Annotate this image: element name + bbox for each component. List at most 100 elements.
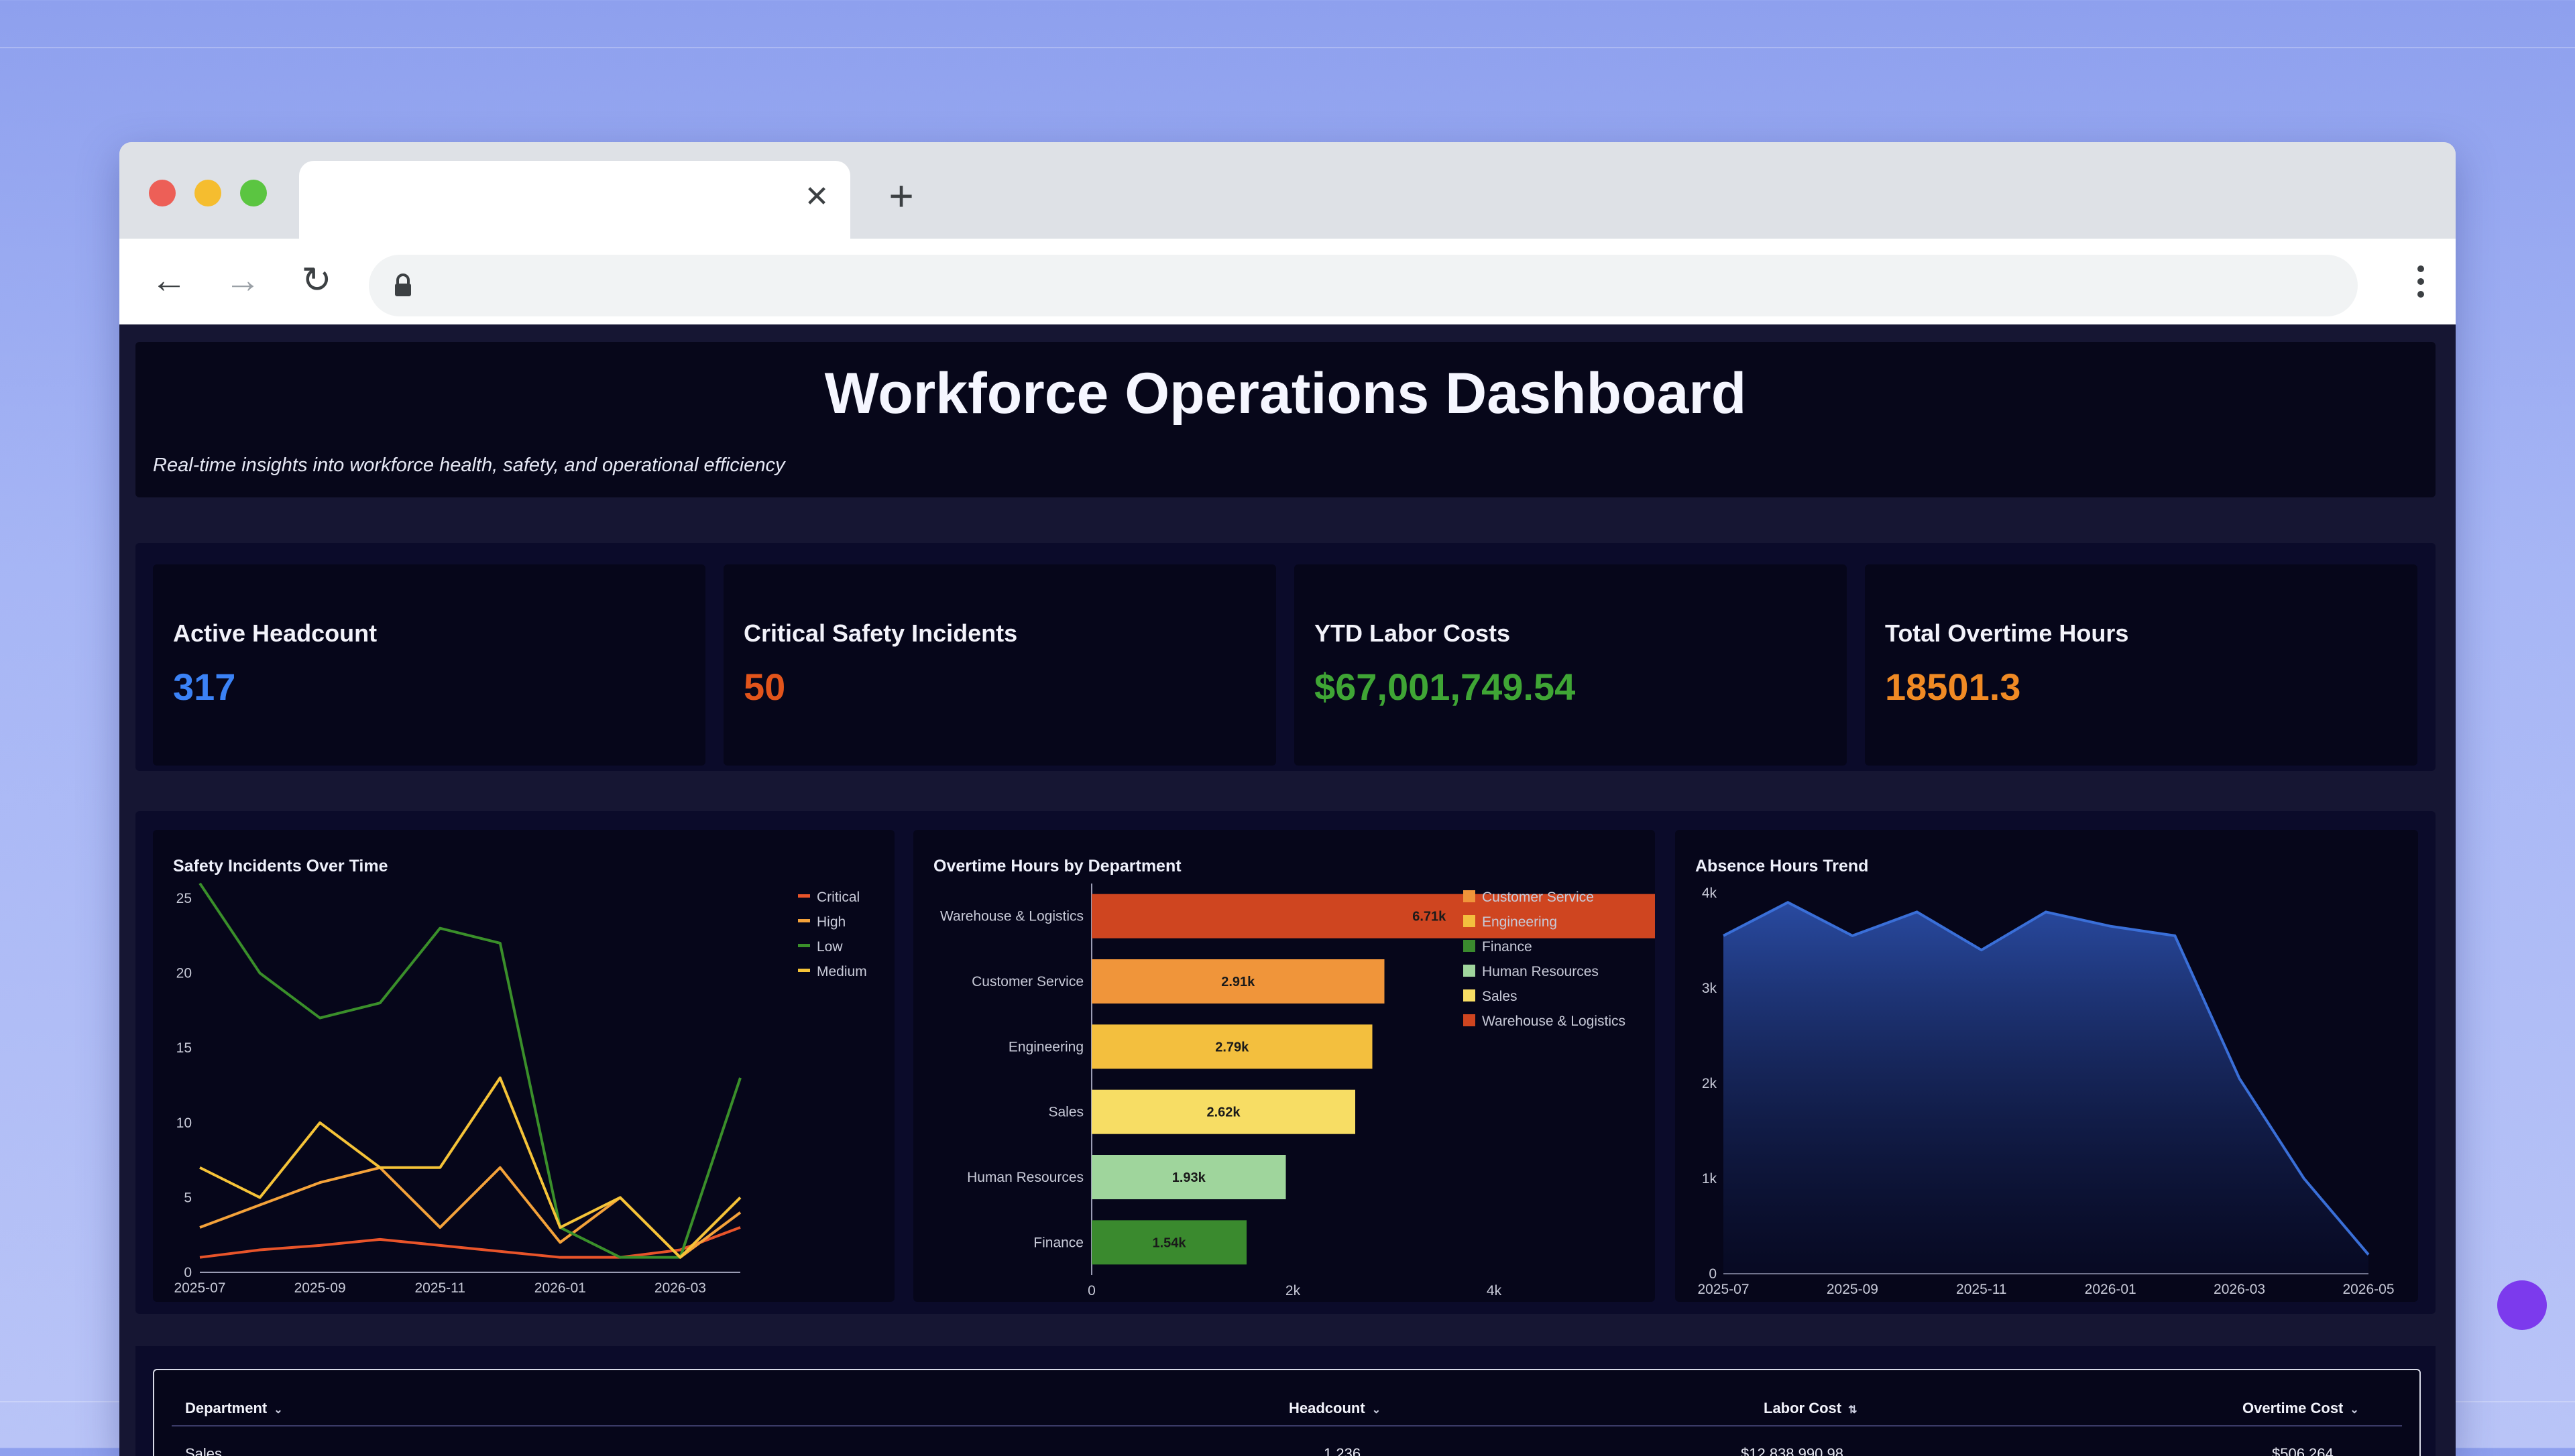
browser-tab[interactable]: ✕: [299, 161, 850, 241]
y-tick-label: 15: [176, 1040, 192, 1056]
new-tab-icon[interactable]: +: [889, 172, 914, 220]
area-fill: [1723, 902, 2368, 1274]
bar: [1092, 959, 1385, 1004]
legend-swatch: [1463, 1014, 1475, 1026]
column-label: Headcount: [1289, 1400, 1365, 1416]
chart-row: Safety Incidents Over Time 0 5 10 15 20 25 202…: [135, 811, 2436, 1314]
back-icon[interactable]: ←: [151, 260, 187, 300]
legend-swatch: [798, 944, 810, 947]
column-header-overtime-cost[interactable]: Overtime Cost ⌄: [2242, 1400, 2359, 1417]
x-tick-label: 2026-03: [2214, 1282, 2265, 1297]
x-tick-label: 2025-09: [1827, 1282, 1878, 1297]
bar-value-label: 2.62k: [1206, 1105, 1241, 1120]
sort-icon[interactable]: ⇅: [1848, 1404, 1857, 1416]
kpi-label: YTD Labor Costs: [1314, 619, 1511, 647]
kpi-label: Critical Safety Incidents: [744, 619, 1018, 647]
area-line: [1723, 901, 2370, 1256]
y-tick-label: 2k: [1702, 1076, 1717, 1091]
y-tick-label: 3k: [1702, 981, 1717, 996]
series-line-low: [198, 882, 742, 1259]
y-tick-label: 20: [176, 966, 192, 981]
bar-value-label: 6.71k: [1412, 910, 1446, 924]
series-line-critical: [199, 1226, 741, 1259]
legend-swatch: [1463, 940, 1475, 952]
minimize-window-button[interactable]: [194, 180, 221, 206]
category-label: Sales: [1048, 1105, 1084, 1120]
legend-label: Customer Service: [1482, 890, 1594, 905]
kpi-card-safety: Critical Safety Incidents 50: [724, 564, 1276, 766]
sort-icon[interactable]: ⌄: [2350, 1404, 2359, 1416]
browser-titlebar: ✕ +: [119, 142, 2456, 241]
chart-title: Safety Incidents Over Time: [173, 857, 388, 875]
x-tick-label: 2026-03: [654, 1280, 706, 1296]
kpi-card-headcount: Active Headcount 317: [153, 564, 705, 766]
x-tick-label: 2026-05: [2342, 1282, 2394, 1297]
x-tick-label: 2026-01: [534, 1280, 586, 1296]
legend-label: Finance: [1482, 939, 1532, 955]
y-tick-label: 4k: [1702, 886, 1717, 901]
floating-action-button[interactable]: [2497, 1280, 2547, 1330]
bar-value-label: 1.93k: [1172, 1170, 1206, 1185]
kpi-row: Active Headcount 317 Critical Safety Inc…: [135, 543, 2436, 771]
legend-label: Warehouse & Logistics: [1482, 1014, 1625, 1029]
bar: [1092, 1089, 1355, 1134]
maximize-window-button[interactable]: [240, 180, 267, 206]
y-tick-label: 5: [184, 1190, 192, 1205]
legend-swatch: [1463, 965, 1475, 977]
y-tick-label: 0: [184, 1265, 192, 1280]
page-title: Workforce Operations Dashboard: [824, 361, 1747, 426]
y-tick-label: 10: [176, 1115, 192, 1131]
series-line-high: [199, 1166, 742, 1259]
bar: [1092, 1155, 1286, 1199]
x-tick-label: 2025-07: [174, 1280, 225, 1296]
absence-chart: 0 1k 2k 3k 4k 2025-07 2025-09 2025-11 2026-01 202…: [1697, 886, 2394, 1297]
sort-icon[interactable]: ⌄: [1371, 1404, 1381, 1416]
legend-label: Low: [817, 939, 843, 955]
x-tick-label: 2026-01: [2085, 1282, 2136, 1297]
reload-icon[interactable]: ↻: [301, 260, 332, 300]
kpi-value: 317: [173, 666, 236, 708]
dashboard-header: Workforce Operations Dashboard Real-time…: [135, 342, 2436, 497]
legend-label: Human Resources: [1482, 964, 1599, 979]
column-header-labor-cost[interactable]: Labor Cost ⇅: [1764, 1400, 1857, 1417]
table-cell-labor-cost: $12,838,990.98: [1741, 1445, 1843, 1456]
sort-icon[interactable]: ⌄: [274, 1404, 283, 1416]
series-line-medium: [199, 1076, 742, 1259]
column-header-department[interactable]: Department ⌄: [185, 1400, 283, 1417]
table-cell-headcount: 1,236: [1324, 1445, 1361, 1456]
safety-incidents-chart: 0 5 10 15 20 25 2025-07 2025-09 2025-11 2026-01 20…: [174, 882, 867, 1296]
legend-swatch: [1463, 989, 1475, 1002]
y-tick-label: 1k: [1702, 1171, 1717, 1187]
overtime-chart: 02k4k6kWarehouse & Logistics6.71kCustome…: [940, 884, 1655, 1298]
category-label: Customer Service: [972, 974, 1084, 989]
forward-icon[interactable]: →: [225, 260, 261, 300]
browser-window: ✕ + ← → ↻ Workforce Operations Dashboard…: [119, 142, 2456, 1456]
x-tick-label: 2025-09: [294, 1280, 346, 1296]
column-label: Labor Cost: [1764, 1400, 1842, 1416]
kpi-label: Active Headcount: [173, 619, 378, 647]
header-divider: [172, 1425, 2402, 1427]
x-tick-label: 4k: [1487, 1283, 1502, 1298]
legend-label: High: [817, 914, 846, 930]
safety-chart-card: Safety Incidents Over Time 0 5 10 15 20 25 202…: [153, 830, 895, 1302]
legend-label: Engineering: [1482, 914, 1557, 930]
address-bar[interactable]: [369, 255, 2358, 316]
legend-swatch: [1463, 890, 1475, 902]
menu-kebab-icon[interactable]: [2417, 265, 2425, 298]
close-window-button[interactable]: [149, 180, 176, 206]
x-tick-label: 2025-11: [414, 1280, 465, 1296]
absence-chart-card: Absence Hours Trend 0 1k 2k 3k 4k 2025-07 2025…: [1675, 830, 2418, 1302]
column-header-headcount[interactable]: Headcount ⌄: [1289, 1400, 1381, 1417]
column-label: Department: [185, 1400, 268, 1416]
x-tick-label: 2025-11: [1956, 1282, 2007, 1297]
close-tab-icon[interactable]: ✕: [804, 180, 829, 213]
chart-title: Absence Hours Trend: [1695, 857, 1869, 875]
bar: [1092, 1024, 1373, 1069]
legend-swatch: [1463, 915, 1475, 927]
browser-toolbar: ← → ↻: [119, 239, 2456, 324]
y-tick-label: 25: [176, 891, 192, 906]
legend-swatch: [798, 919, 810, 922]
page-subtitle: Real-time insights into workforce health…: [153, 454, 785, 476]
category-label: Finance: [1033, 1235, 1084, 1250]
kpi-card-overtime: Total Overtime Hours 18501.3: [1865, 564, 2417, 766]
